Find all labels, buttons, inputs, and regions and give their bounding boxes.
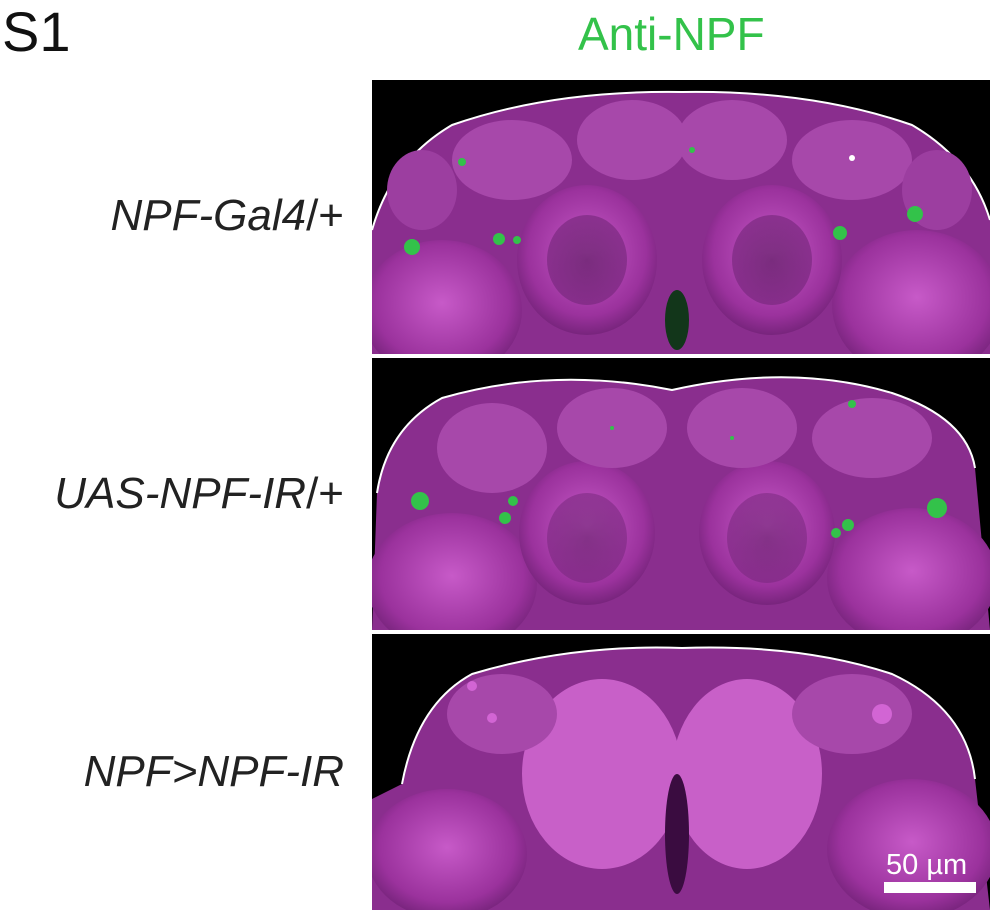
- row-label-uas-npf-ir: UAS-NPF-IR/+: [54, 468, 344, 520]
- micrograph-npf-gal4: [372, 80, 990, 354]
- row-label-npf-gal4: NPF-Gal4/+: [110, 190, 344, 242]
- panel-label: S1: [2, 0, 71, 63]
- micrograph-uas-npf-ir: [372, 358, 990, 630]
- row-label-main: NPF-Gal4: [110, 191, 307, 240]
- row-label-main: NPF>NPF-IR: [83, 747, 344, 796]
- stain-title: Anti-NPF: [578, 8, 765, 60]
- row-label-suffix: /+: [306, 469, 344, 518]
- scale-bar: [884, 882, 976, 893]
- row-label-main: UAS-NPF-IR: [54, 469, 307, 518]
- row-label-npf-npf-ir: NPF>NPF-IR: [84, 746, 344, 798]
- micrograph-npf-npf-ir: [372, 634, 990, 910]
- row-label-suffix: /+: [306, 191, 344, 240]
- scale-bar-label: 50 µm: [886, 849, 968, 881]
